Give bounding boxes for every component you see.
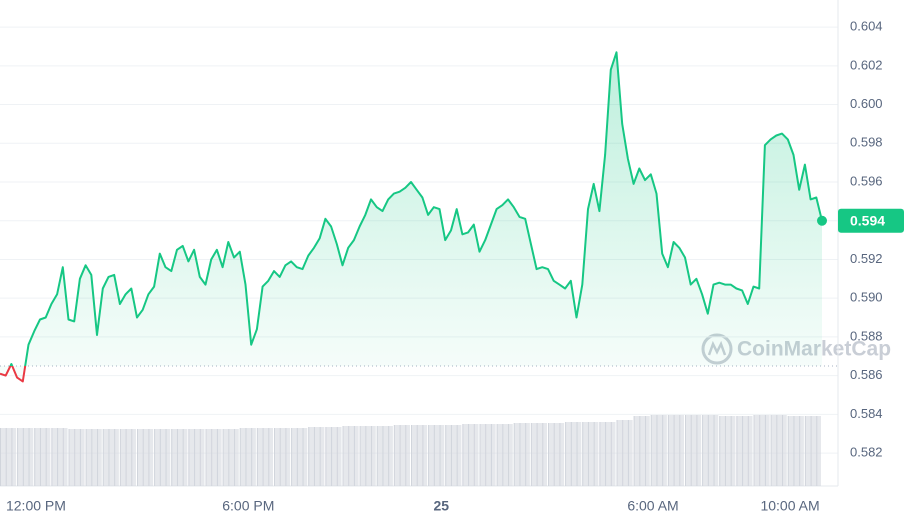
- volume-bar: [804, 416, 821, 486]
- volume-bar: [0, 428, 17, 486]
- volume-bar: [325, 427, 342, 486]
- volume-bar: [376, 426, 393, 486]
- volume-bar: [51, 428, 68, 486]
- y-tick-label: 0.584: [850, 406, 883, 421]
- volume-bar: [667, 415, 684, 486]
- x-tick-label: 25: [433, 498, 449, 514]
- price-line: [0, 51, 823, 383]
- volume-bar: [188, 429, 205, 486]
- x-tick-label: 10:00 AM: [760, 498, 819, 514]
- volume-bar: [787, 416, 804, 486]
- y-tick-label: 0.602: [850, 57, 883, 72]
- x-tick-label: 12:00 PM: [6, 498, 66, 514]
- volume-bar: [256, 428, 273, 486]
- y-tick-label: 0.586: [850, 367, 883, 382]
- volume-bar: [479, 424, 496, 486]
- volume-bar: [291, 428, 308, 486]
- y-tick-label: 0.598: [850, 135, 883, 150]
- volume-bar: [85, 429, 102, 486]
- y-tick-label: 0.592: [850, 251, 883, 266]
- volume-bar: [685, 415, 702, 486]
- y-tick-label: 0.582: [850, 445, 883, 460]
- volume-bar: [308, 427, 325, 486]
- current-price-dot: [817, 215, 827, 226]
- volume-bar: [633, 416, 650, 486]
- volume-bar: [102, 429, 119, 486]
- volume-bar: [154, 429, 171, 486]
- x-tick-label: 6:00 AM: [627, 498, 678, 514]
- volume-bar: [719, 416, 736, 486]
- current-price-label: 0.594: [850, 212, 885, 228]
- volume-bar: [565, 422, 582, 486]
- area: [0, 52, 822, 382]
- volume-bar: [582, 422, 599, 486]
- volume-bar: [548, 423, 565, 486]
- volume-bar: [359, 426, 376, 486]
- y-tick-label: 0.604: [850, 19, 883, 34]
- current-price-badge: [838, 208, 904, 233]
- volume-bar: [411, 425, 428, 486]
- volume-bar: [462, 424, 479, 486]
- y-tick-label: 0.600: [850, 96, 883, 111]
- volume-bar: [702, 415, 719, 486]
- volume-bar: [599, 422, 616, 486]
- volume-bar: [171, 429, 188, 486]
- volume-bar: [274, 428, 291, 486]
- volume-bar: [137, 429, 154, 486]
- volume-bar: [616, 420, 633, 486]
- volume-bar: [445, 425, 462, 486]
- y-tick-label: 0.590: [850, 290, 883, 305]
- volume-bar: [753, 415, 770, 486]
- x-tick-label: 6:00 PM: [222, 498, 274, 514]
- volume-bar: [17, 428, 34, 486]
- volume-bar: [736, 416, 753, 486]
- volume-bar: [428, 425, 445, 486]
- volume-bar: [770, 415, 787, 486]
- volume-bar: [34, 428, 51, 486]
- volume-bar: [205, 429, 222, 486]
- volume-bar: [530, 423, 547, 486]
- volume-bar: [393, 425, 410, 486]
- volume-bar: [513, 423, 530, 486]
- y-tick-label: 0.588: [850, 328, 883, 343]
- volume-bar: [68, 429, 85, 486]
- volume-bar: [222, 429, 239, 486]
- volume-bar: [496, 424, 513, 486]
- volume-bar: [119, 429, 136, 486]
- volume-bar: [342, 426, 359, 486]
- volume-bar: [239, 428, 256, 486]
- volume-bar: [650, 415, 667, 486]
- y-tick-label: 0.596: [850, 173, 883, 188]
